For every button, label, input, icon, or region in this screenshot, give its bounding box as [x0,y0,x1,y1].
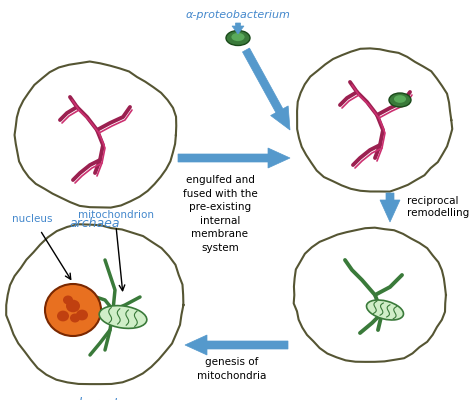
Polygon shape [232,23,244,34]
Polygon shape [294,228,446,362]
Ellipse shape [389,93,411,107]
Ellipse shape [99,306,147,328]
Ellipse shape [66,300,80,312]
Polygon shape [380,193,400,222]
Ellipse shape [366,300,403,320]
Polygon shape [185,335,288,355]
Text: genesis of
mitochondria: genesis of mitochondria [197,357,267,381]
Text: nucleus: nucleus [12,214,53,224]
Ellipse shape [70,314,80,322]
Text: engulfed and
fused with the
pre-existing
internal
membrane
system: engulfed and fused with the pre-existing… [182,175,257,253]
Ellipse shape [394,95,406,103]
Text: archaea: archaea [70,217,120,230]
Text: α-proteobacterium: α-proteobacterium [185,10,291,20]
Ellipse shape [231,33,245,41]
Text: mitochondrion: mitochondrion [78,210,154,220]
Polygon shape [243,48,290,130]
Ellipse shape [63,296,73,304]
Polygon shape [178,148,290,168]
Polygon shape [297,48,452,192]
Ellipse shape [45,284,101,336]
Ellipse shape [226,30,250,46]
Ellipse shape [57,310,69,322]
Polygon shape [6,224,183,384]
Ellipse shape [76,310,88,320]
Text: eukaryote: eukaryote [64,397,127,400]
Text: reciprocal
remodelling: reciprocal remodelling [407,196,469,218]
Polygon shape [15,62,176,208]
